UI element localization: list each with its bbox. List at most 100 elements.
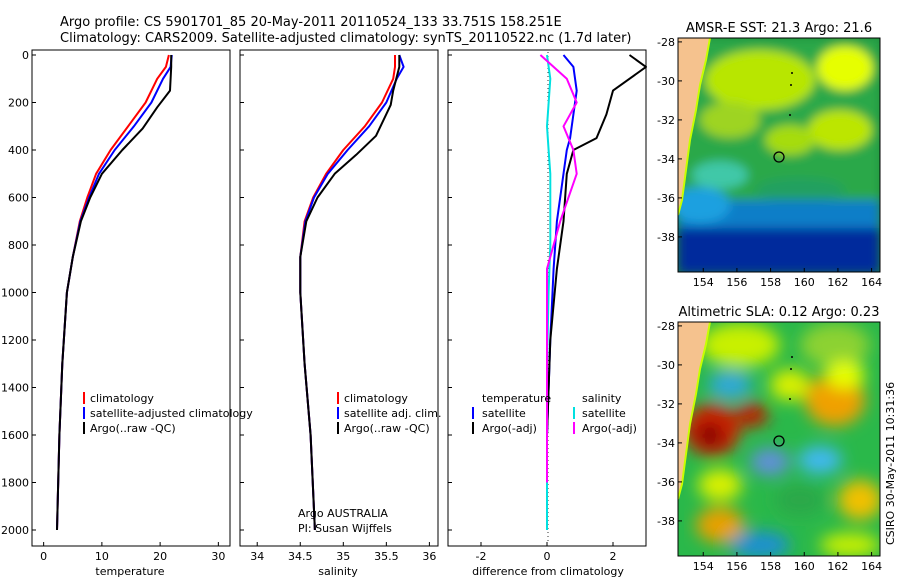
sst-coastline: [678, 38, 711, 216]
legend-heading-salinity: salinity: [582, 392, 622, 405]
temperature-axes-frame: [31, 49, 231, 547]
map-x-tick-label: 158: [760, 276, 781, 289]
sst-map-axes: 154 156 158 160 162 164 -28 -30 -32 -34 -36 -38: [657, 36, 882, 289]
map-y-tick-label: -36: [657, 192, 675, 205]
sla-map-title: Altimetric SLA: 0.12 Argo: 0.23: [679, 305, 880, 320]
legend-label-satellite: satellite-adjusted climatology: [90, 407, 253, 420]
x-tick-label: 20: [153, 550, 167, 563]
difference-series: [539, 54, 647, 530]
sla-track-dot: [790, 368, 792, 370]
map-x-tick-label: 162: [827, 276, 848, 289]
sst-land: [678, 38, 710, 215]
sst-float-marker: [773, 151, 785, 163]
y-tick-label: 200: [8, 97, 29, 110]
salinity-x-axis: 34 34.5 35 35.5 36: [250, 542, 436, 563]
series-line-climatology: [56, 54, 170, 531]
map-x-tick-label: 164: [861, 276, 882, 289]
salinity-legend: climatology satellite adj. clim. Argo(..…: [337, 392, 441, 435]
x-tick-label: 0: [544, 550, 551, 563]
series-line-temperature-argo-adj: [546, 54, 647, 530]
series-line-temperature-satellite: [546, 54, 578, 530]
legend-label-sal-satellite: satellite: [582, 407, 626, 420]
legend-label-sal-argo: Argo(-adj): [582, 422, 637, 435]
map-x-tick-label: 162: [827, 560, 848, 573]
sla-track-dot: [789, 398, 791, 400]
y-tick-label: 2000: [1, 524, 29, 537]
legend-label-temp-argo: Argo(-adj): [482, 422, 537, 435]
temperature-x-axis: 0 10 20 30: [40, 542, 225, 563]
difference-depth-ticks: [448, 54, 452, 531]
map-x-tick-label: 158: [760, 560, 781, 573]
salinity-axes-frame: [239, 49, 439, 547]
y-tick-label: 1000: [1, 287, 29, 300]
map-x-tick-label: 154: [693, 560, 714, 573]
difference-xlabel: difference from climatology: [472, 565, 624, 578]
legend-heading-temperature: temperature: [482, 392, 551, 405]
temperature-series: [56, 54, 173, 531]
y-tick-label: 1800: [1, 477, 29, 490]
sst-map-panel: AMSR-E SST: 21.3 Argo: 21.6: [657, 21, 882, 289]
principal-investigator: PI: Susan Wijffels: [298, 522, 392, 535]
legend-label-climatology: climatology: [90, 392, 154, 405]
y-tick-label: 1600: [1, 429, 29, 442]
sst-map-title: AMSR-E SST: 21.3 Argo: 21.6: [686, 21, 872, 36]
salinity-panel: 34 34.5 35 35.5 36 salinity climatology sate…: [239, 49, 441, 578]
sla-coastline: [678, 322, 711, 500]
x-tick-label: 10: [95, 550, 109, 563]
map-y-tick-label: -38: [657, 231, 675, 244]
legend-label-climatology: climatology: [344, 392, 408, 405]
map-y-tick-label: -30: [657, 75, 675, 88]
salinity-xlabel: salinity: [318, 565, 358, 578]
sla-map-axes: 154 156 158 160 162 164 -28 -30 -32 -34 -36 -38: [657, 320, 882, 573]
salinity-depth-ticks: [240, 54, 244, 531]
map-x-tick-label: 156: [726, 276, 747, 289]
legend-label-satellite: satellite adj. clim.: [344, 407, 441, 420]
legend-label-argo: Argo(..raw -QC): [90, 422, 176, 435]
series-line-argo-raw-qc: [299, 55, 401, 531]
sla-heatmap: [678, 322, 880, 556]
map-x-tick-label: 160: [794, 560, 815, 573]
difference-panel: -2 0 2 difference from climatology tempera…: [447, 49, 647, 578]
temperature-xlabel: temperature: [95, 565, 164, 578]
difference-x-axis: -2 0 2: [476, 542, 617, 563]
y-tick-label: 0: [22, 49, 29, 62]
x-tick-label: 35: [336, 550, 350, 563]
temperature-legend: climatology satellite-adjusted climatolo…: [83, 392, 253, 435]
figure-title-line1: Argo profile: CS 5901701_85 20-May-2011 …: [60, 15, 562, 30]
x-tick-label: 35.5: [374, 550, 399, 563]
salinity-series: [299, 54, 405, 531]
map-y-tick-label: -30: [657, 359, 675, 372]
series-line-salinity-argo-adj: [539, 54, 578, 483]
sst-track-dot: [790, 84, 792, 86]
sla-track-dot: [791, 356, 793, 358]
series-line-satellite-adj-clim: [299, 54, 405, 531]
depth-axis: 0 200 400 600 800 1000 1200 1400 1600 1800 2000: [1, 49, 36, 537]
x-tick-label: 2: [610, 550, 617, 563]
map-x-tick-label: 156: [726, 560, 747, 573]
map-y-tick-label: -28: [657, 36, 675, 49]
difference-legend: temperature satellite Argo(-adj) salinit…: [472, 392, 637, 435]
y-tick-label: 1400: [1, 382, 29, 395]
x-tick-label: 36: [422, 550, 436, 563]
map-y-tick-label: -34: [657, 153, 675, 166]
series-line-argo-raw-qc: [56, 55, 173, 531]
x-tick-label: -2: [476, 550, 487, 563]
sst-map-frame: [677, 37, 881, 273]
legend-label-argo: Argo(..raw -QC): [344, 422, 430, 435]
map-x-tick-label: 160: [794, 276, 815, 289]
temperature-panel: 0 200 400 600 800 1000 1200 1400 1600 1800 2000 0 1…: [1, 49, 253, 578]
sla-land: [678, 322, 710, 499]
map-y-tick-label: -32: [657, 398, 675, 411]
y-tick-label: 400: [8, 144, 29, 157]
y-tick-label: 1200: [1, 334, 29, 347]
x-tick-label: 34: [250, 550, 264, 563]
map-x-tick-label: 164: [861, 560, 882, 573]
sla-float-marker: [773, 435, 785, 447]
timestamp-stamp: CSIRO 30-May-2011 10:31:36: [884, 382, 897, 545]
map-y-tick-label: -32: [657, 114, 675, 127]
sla-map-frame: [677, 321, 881, 557]
x-tick-label: 34.5: [288, 550, 313, 563]
figure-title-line2: Climatology: CARS2009. Satellite-adjuste…: [60, 31, 632, 46]
x-tick-label: 0: [40, 550, 47, 563]
